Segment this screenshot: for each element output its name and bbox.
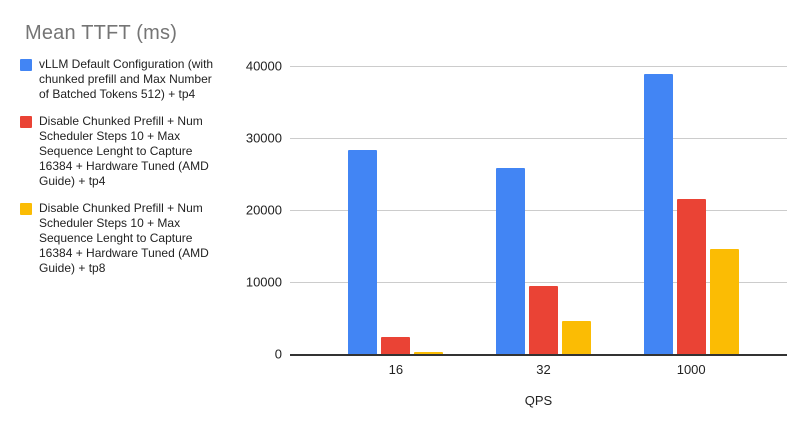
legend-label: Disable Chunked Prefill + Num Scheduler … (39, 201, 209, 275)
bar[interactable] (562, 320, 591, 354)
legend-swatch-red (20, 116, 32, 128)
bar-group-32 (470, 66, 618, 354)
bars-row (290, 66, 787, 354)
gridline (290, 66, 787, 67)
legend: vLLM Default Configuration (with chunked… (20, 57, 230, 288)
legend-entry-series-1[interactable]: vLLM Default Configuration (with chunked… (20, 57, 230, 102)
bar-group-16 (322, 66, 470, 354)
bar[interactable] (348, 149, 378, 354)
x-axis-title: QPS (524, 393, 553, 408)
y-tick-label: 10000 (245, 274, 282, 290)
gridline (290, 210, 787, 211)
y-tick-label: 40000 (245, 58, 282, 74)
y-tick-label: 20000 (245, 202, 282, 218)
bar[interactable] (709, 248, 739, 354)
bar[interactable] (414, 352, 444, 354)
legend-entry-series-3[interactable]: Disable Chunked Prefill + Num Scheduler … (20, 201, 230, 276)
bar[interactable] (643, 73, 673, 354)
x-tick-label: 1000 (676, 362, 706, 377)
gridline (290, 282, 787, 283)
bar[interactable] (381, 337, 411, 354)
bar[interactable] (496, 168, 525, 354)
bar[interactable] (676, 199, 706, 354)
legend-label: vLLM Default Configuration (with chunked… (39, 57, 214, 101)
legend-entry-series-2[interactable]: Disable Chunked Prefill + Num Scheduler … (20, 114, 230, 189)
legend-swatch-blue (20, 59, 32, 71)
y-tick-label: 0 (274, 346, 282, 362)
gridline (290, 138, 787, 139)
legend-swatch-yellow (20, 203, 32, 215)
x-axis-labels: 16 32 1000 (290, 362, 787, 377)
y-axis-labels: 0 10000 20000 30000 40000 (0, 59, 282, 362)
bar-group-1000 (617, 66, 765, 354)
bar[interactable] (529, 286, 558, 354)
y-tick-label: 30000 (245, 130, 282, 146)
x-tick-label: 16 (388, 362, 404, 377)
x-tick-label: 32 (536, 362, 551, 377)
chart-title: Mean TTFT (ms) (25, 22, 178, 44)
legend-label: Disable Chunked Prefill + Num Scheduler … (39, 114, 209, 188)
plot-area (290, 66, 787, 356)
